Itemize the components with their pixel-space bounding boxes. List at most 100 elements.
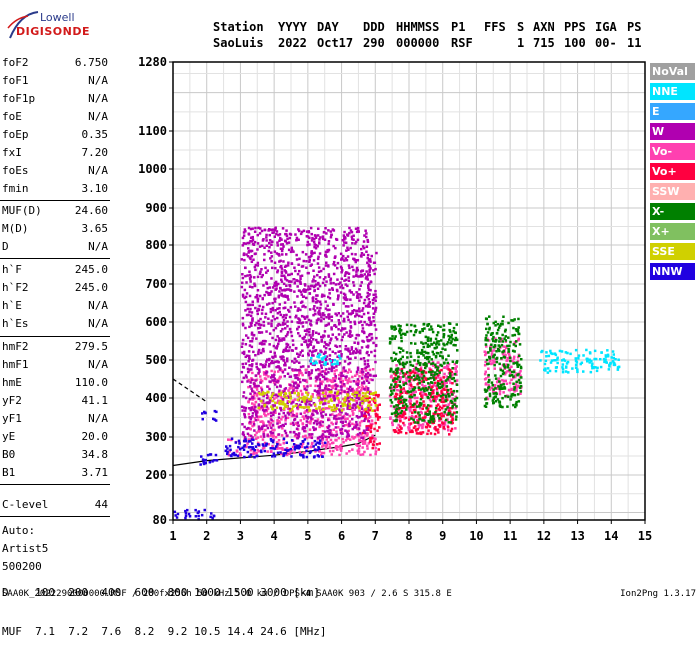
data-point [258, 331, 261, 334]
data-point [263, 373, 266, 376]
data-point [243, 415, 247, 419]
data-point [293, 374, 296, 377]
data-point [436, 380, 440, 383]
data-point [280, 369, 283, 372]
data-point [414, 406, 418, 409]
data-point [341, 416, 344, 419]
data-point [395, 419, 398, 423]
data-point [491, 337, 494, 341]
data-point [582, 354, 585, 357]
data-point [367, 294, 370, 298]
header-axn-label: AXN [533, 20, 555, 34]
data-point [349, 291, 353, 294]
data-point [320, 339, 323, 343]
data-point [413, 411, 417, 414]
data-point [402, 411, 406, 414]
data-point [270, 399, 273, 403]
data-point [408, 428, 411, 432]
data-point [312, 362, 316, 365]
data-point [274, 309, 277, 312]
param-row: C-level 44 [2, 458, 108, 511]
data-point [252, 420, 255, 424]
data-point [447, 411, 450, 415]
data-point [300, 322, 303, 325]
data-point [244, 406, 248, 410]
data-point [355, 372, 359, 376]
data-point [452, 376, 455, 380]
data-point [415, 329, 418, 332]
data-point [328, 347, 332, 351]
data-point [392, 377, 395, 381]
data-point [593, 349, 597, 353]
data-point [312, 278, 315, 281]
data-point [453, 403, 456, 406]
data-point [340, 338, 344, 342]
data-point [369, 430, 373, 434]
data-point [294, 445, 297, 449]
data-point [288, 366, 291, 369]
data-point [350, 235, 354, 238]
data-point [355, 402, 359, 405]
data-point [517, 378, 521, 382]
data-point [315, 368, 318, 372]
data-point [258, 272, 262, 275]
data-point [358, 409, 361, 413]
data-point [326, 379, 329, 383]
data-point [395, 380, 398, 384]
data-point [337, 294, 340, 297]
data-point [284, 295, 288, 298]
data-point [447, 354, 450, 357]
data-point [409, 369, 412, 372]
data-point [324, 324, 327, 327]
data-point [428, 328, 431, 331]
data-point [253, 323, 257, 327]
data-point [616, 368, 620, 371]
data-point [248, 427, 251, 430]
data-point [286, 331, 290, 334]
x-tick-label: 8 [405, 529, 412, 543]
data-point [488, 359, 492, 363]
data-point [333, 256, 337, 259]
data-point [308, 328, 311, 331]
data-point [363, 363, 367, 366]
data-point [260, 399, 263, 403]
data-point [336, 390, 340, 394]
data-point [413, 416, 416, 419]
data-point [249, 445, 252, 449]
data-point [279, 399, 282, 403]
data-point [348, 414, 352, 418]
data-point [341, 421, 344, 425]
data-point [299, 308, 302, 312]
data-point [340, 353, 343, 356]
data-point [319, 382, 322, 385]
data-point [242, 448, 246, 451]
data-point [249, 440, 252, 443]
data-point [267, 293, 270, 296]
data-point [261, 239, 265, 242]
data-point [545, 355, 548, 358]
data-point [420, 394, 423, 398]
data-point [314, 409, 317, 413]
data-point [369, 406, 373, 410]
data-point [564, 370, 568, 373]
data-point [265, 360, 268, 363]
data-point [247, 412, 251, 416]
data-point [554, 366, 558, 369]
data-point [496, 323, 500, 326]
data-point [256, 312, 259, 316]
data-point [293, 391, 296, 395]
data-point [339, 449, 343, 452]
data-point [259, 317, 262, 321]
data-point [339, 252, 343, 256]
data-point [290, 334, 294, 338]
data-point [549, 349, 552, 353]
data-point [393, 372, 396, 375]
data-point [313, 455, 316, 458]
data-point [317, 283, 320, 286]
data-point [434, 356, 438, 359]
data-point [407, 406, 410, 410]
data-point [404, 382, 407, 385]
data-point [354, 424, 358, 428]
data-point [487, 373, 490, 377]
data-point [364, 432, 367, 436]
